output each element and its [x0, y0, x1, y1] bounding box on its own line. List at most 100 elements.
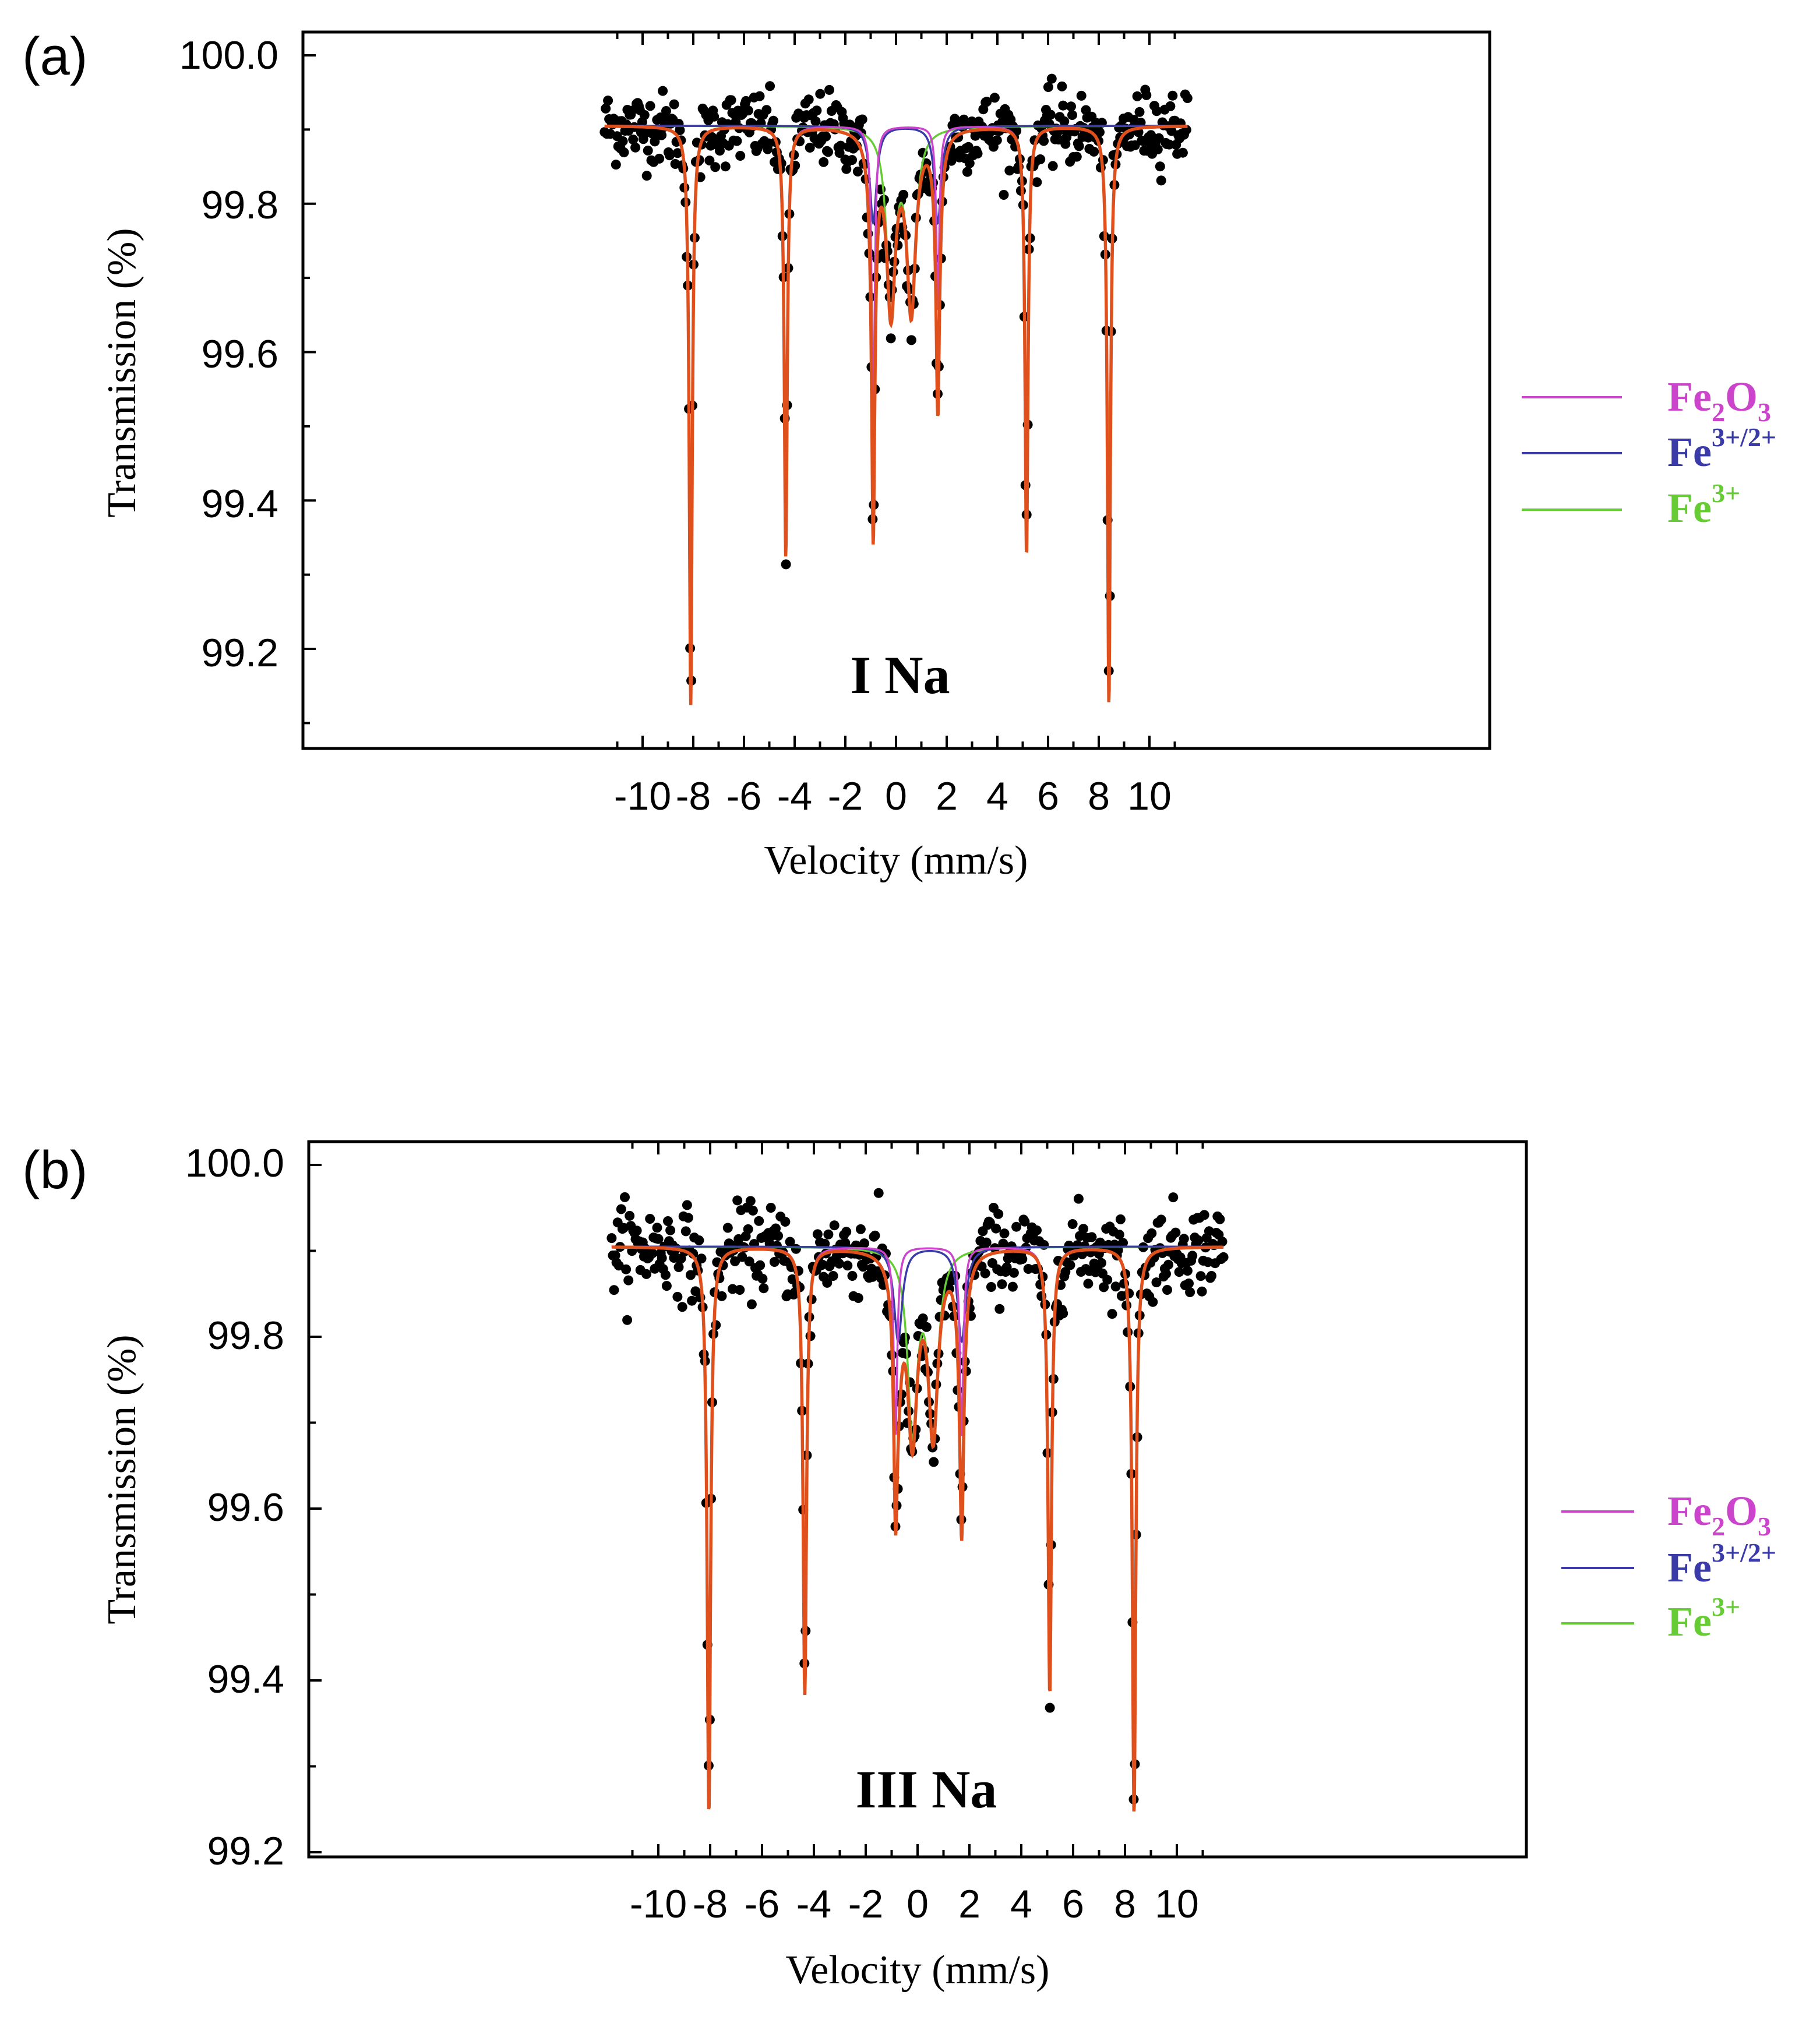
legend-label-fe32: Fe3+/2+	[1667, 1538, 1776, 1591]
data-point	[641, 1269, 651, 1279]
panel-b-ytick-label: 99.6	[207, 1485, 284, 1530]
data-point	[853, 1293, 863, 1303]
data-point	[999, 190, 1009, 200]
x-tick-label: 2	[958, 1882, 980, 1926]
data-point	[609, 1285, 619, 1295]
data-point	[653, 1234, 664, 1244]
fit-curve-total	[604, 125, 1188, 705]
panel-a-ytick-label: 100.0	[179, 33, 278, 77]
data-point	[1207, 1271, 1216, 1281]
x-tick-label: 6	[1037, 774, 1059, 818]
data-point	[769, 1257, 780, 1267]
data-point	[732, 136, 742, 146]
data-point	[735, 151, 746, 161]
data-point	[704, 156, 715, 166]
data-point	[835, 140, 846, 151]
data-point	[1011, 1221, 1022, 1232]
data-point	[732, 1195, 743, 1206]
data-point	[686, 1270, 696, 1280]
data-point	[1001, 1262, 1012, 1273]
data-point	[821, 131, 831, 142]
data-point	[906, 335, 916, 345]
legend-label-fe3: Fe3+	[1667, 1592, 1740, 1645]
x-tick-label: -4	[777, 774, 812, 818]
data-point	[857, 114, 867, 125]
data-point	[803, 94, 814, 105]
panel-a-sample-label: I Na	[850, 645, 950, 705]
data-point	[1043, 82, 1053, 92]
x-tick-label: -6	[745, 1882, 780, 1926]
data-point	[823, 1229, 834, 1239]
data-point	[658, 86, 668, 96]
data-point	[606, 1233, 617, 1244]
data-point	[1185, 1287, 1195, 1297]
data-point	[918, 1313, 928, 1323]
data-point	[1076, 90, 1087, 101]
data-point	[946, 156, 957, 166]
data-point	[771, 1223, 781, 1234]
data-point	[1156, 1214, 1166, 1225]
data-point	[1017, 1254, 1028, 1265]
data-point	[741, 96, 751, 106]
data-point	[754, 91, 765, 101]
data-point	[1115, 1214, 1126, 1224]
data-point	[754, 1216, 764, 1226]
data-point	[618, 136, 628, 146]
data-point	[781, 559, 791, 570]
data-point	[1023, 1264, 1034, 1274]
panel-a-plot-area	[599, 73, 1193, 705]
data-point	[1165, 101, 1176, 111]
x-tick-label: -10	[614, 774, 671, 818]
data-point	[1156, 175, 1166, 186]
data-point	[673, 1262, 684, 1272]
data-point	[639, 110, 650, 120]
data-point	[1118, 1238, 1128, 1248]
data-point	[994, 1304, 1005, 1314]
data-point	[710, 162, 721, 172]
data-point	[834, 1258, 844, 1269]
data-point	[722, 1223, 733, 1233]
data-point	[1039, 136, 1049, 146]
panel-b-ytick-label: 99.4	[207, 1657, 284, 1701]
data-point	[1087, 1232, 1097, 1242]
data-point	[997, 1279, 1007, 1290]
data-point	[726, 95, 736, 105]
data-point	[1195, 1271, 1206, 1281]
data-point	[1058, 1308, 1068, 1319]
x-tick-label: 0	[907, 1882, 929, 1926]
data-point	[611, 160, 621, 170]
data-point	[665, 1225, 676, 1235]
data-point	[847, 1271, 858, 1281]
panel-a-ytick-label: 99.8	[202, 183, 278, 227]
data-point	[1187, 1251, 1198, 1261]
legend-label-fe3: Fe3+	[1667, 478, 1740, 531]
data-point	[989, 93, 1000, 103]
data-point	[641, 171, 652, 181]
data-point	[1148, 1297, 1158, 1307]
data-point	[870, 1230, 880, 1241]
panel-a-y-axis-title: Transmission (%)	[100, 228, 144, 517]
panel-b-legend: Fe2O3 Fe3+/2+ Fe3+	[1561, 1488, 1776, 1645]
data-point	[841, 1227, 852, 1237]
data-point	[1114, 1230, 1124, 1240]
data-point	[661, 106, 671, 116]
legend-label-fe2o3: Fe2O3	[1667, 1488, 1771, 1541]
data-point	[746, 1299, 757, 1309]
data-point	[1096, 1258, 1106, 1268]
panel-b-plot-area	[606, 1188, 1229, 1812]
data-point	[982, 97, 992, 107]
data-point	[683, 1213, 693, 1223]
data-point	[621, 1264, 632, 1274]
data-point	[1215, 1214, 1225, 1224]
fit-curve-total	[611, 1245, 1224, 1812]
data-point	[709, 111, 719, 122]
panel-a-ytick-label: 99.6	[202, 332, 278, 376]
data-point	[623, 1275, 634, 1286]
data-point	[1170, 1227, 1181, 1238]
data-point	[672, 1291, 683, 1302]
panel-b: (b) -10 -8 -6 -4 -2 0 2 4 6 8 10 100.0 99.8 99.6 9…	[22, 1140, 1776, 1993]
data-point	[1004, 165, 1015, 176]
data-point	[999, 1228, 1010, 1239]
data-point	[964, 158, 975, 168]
data-point	[661, 1281, 672, 1291]
